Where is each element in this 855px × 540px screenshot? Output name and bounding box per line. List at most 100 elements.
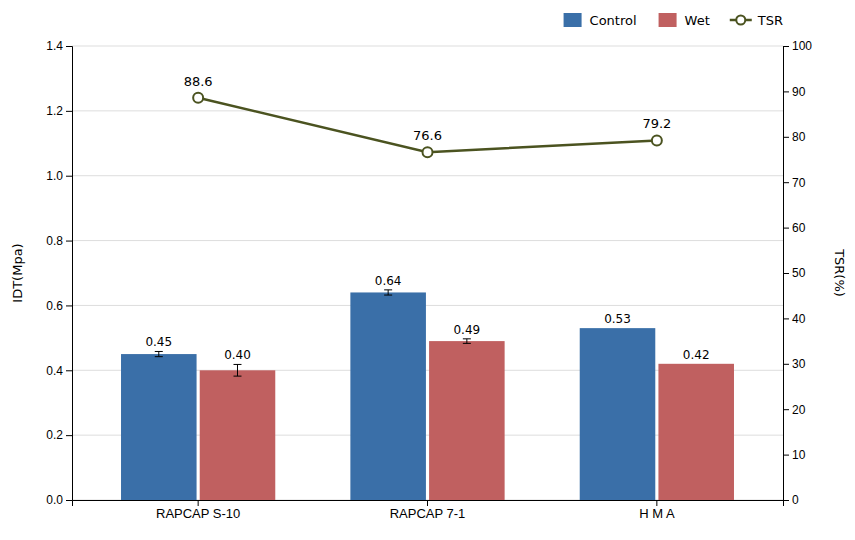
tick: RAPCAP 7-1 bbox=[390, 500, 466, 521]
tick-label: 1.2 bbox=[46, 104, 63, 118]
bar bbox=[121, 354, 197, 500]
tick-mark bbox=[427, 500, 428, 506]
error-bar bbox=[155, 351, 163, 356]
tick-mark bbox=[656, 500, 657, 506]
tick-label: H M A bbox=[639, 506, 675, 521]
tick-label: 1.0 bbox=[46, 169, 63, 183]
error-bar-cap bbox=[233, 376, 241, 377]
tick: 90 bbox=[783, 85, 806, 99]
legend-item: Wet bbox=[659, 13, 710, 28]
grid-line bbox=[72, 305, 783, 306]
error-bar bbox=[463, 339, 471, 344]
legend-item: TSR bbox=[730, 13, 783, 28]
tick: 1.0 bbox=[46, 169, 72, 183]
y2-axis: 0 10 20 30 40 50 60 70 80 90 100 bbox=[783, 39, 812, 507]
tick-label: 20 bbox=[792, 403, 806, 417]
tick: 40 bbox=[783, 312, 806, 326]
error-bar-cap bbox=[463, 343, 471, 344]
axis-line bbox=[66, 47, 73, 501]
error-bar-cap bbox=[384, 289, 392, 290]
grid-line bbox=[72, 46, 783, 47]
tick-label: 60 bbox=[792, 221, 806, 235]
error-bar-stem bbox=[388, 290, 389, 295]
error-bar bbox=[233, 364, 241, 376]
tick: 1.2 bbox=[46, 104, 72, 118]
bar bbox=[350, 292, 426, 500]
tick-mark bbox=[66, 305, 72, 306]
tick-mark bbox=[783, 228, 789, 229]
error-bar-cap bbox=[155, 351, 163, 352]
tick: 70 bbox=[783, 176, 806, 190]
tick-mark bbox=[198, 500, 199, 506]
error-bar-stem bbox=[466, 339, 467, 344]
data-label: 88.6 bbox=[184, 74, 213, 89]
tick-mark bbox=[66, 370, 72, 371]
axis-line bbox=[784, 47, 790, 501]
tick-mark bbox=[66, 111, 72, 112]
line bbox=[198, 98, 657, 152]
tick-label: 0.2 bbox=[46, 428, 63, 442]
tick: RAPCAP S-10 bbox=[156, 500, 240, 521]
legend-swatch bbox=[736, 16, 745, 25]
marks bbox=[121, 93, 734, 500]
data-label: 0.53 bbox=[604, 312, 631, 326]
tick-mark bbox=[66, 176, 72, 177]
axis-title: TSR(%) bbox=[832, 248, 847, 297]
error-bar-cap bbox=[463, 338, 471, 339]
tick: 0.6 bbox=[46, 299, 72, 313]
tick-label: 80 bbox=[792, 130, 806, 144]
tick-mark bbox=[783, 318, 789, 319]
tick: H M A bbox=[639, 500, 675, 521]
chart: 0.450.640.530.400.490.4288.676.679.20.00… bbox=[0, 0, 855, 540]
tick-label: 30 bbox=[792, 357, 806, 371]
tick-mark bbox=[66, 46, 72, 47]
tick-label: 70 bbox=[792, 176, 806, 190]
tick: 0.8 bbox=[46, 234, 72, 248]
tick-label: 1.4 bbox=[46, 39, 63, 53]
data-labels: 0.450.640.530.400.490.4288.676.679.2 bbox=[145, 74, 709, 363]
data-label: 76.6 bbox=[413, 128, 442, 143]
error-bar bbox=[384, 290, 392, 295]
legend-swatch bbox=[564, 13, 582, 27]
tick: 60 bbox=[783, 221, 806, 235]
axis-line bbox=[73, 501, 784, 507]
bar bbox=[658, 364, 734, 500]
tick-label: RAPCAP 7-1 bbox=[390, 506, 466, 521]
tick-label: 90 bbox=[792, 85, 806, 99]
error-bar-cap bbox=[155, 356, 163, 357]
tick: 10 bbox=[783, 448, 806, 462]
tick-mark bbox=[783, 91, 789, 92]
tick: 30 bbox=[783, 357, 806, 371]
point bbox=[193, 93, 203, 103]
grid-line bbox=[72, 240, 783, 241]
tick-mark bbox=[66, 241, 72, 242]
tick: 50 bbox=[783, 266, 806, 280]
error-bar-stem bbox=[237, 364, 238, 376]
y-axis: 0.0 0.2 0.4 0.6 0.8 1.0 1.2 1.4 bbox=[46, 39, 72, 507]
grid bbox=[72, 46, 783, 500]
tick-label: 0.0 bbox=[46, 493, 63, 507]
data-label: 0.64 bbox=[375, 274, 402, 288]
tick-mark bbox=[783, 364, 789, 365]
point bbox=[423, 147, 433, 157]
bar bbox=[429, 341, 505, 500]
tick: 0.2 bbox=[46, 428, 72, 442]
tick: 80 bbox=[783, 130, 806, 144]
legend-label: Control bbox=[590, 13, 637, 28]
legend-label: TSR bbox=[757, 13, 783, 28]
tick-mark bbox=[66, 500, 72, 501]
legend-label: Wet bbox=[685, 13, 710, 28]
tick-label: 0.4 bbox=[46, 364, 63, 378]
grid-line bbox=[72, 110, 783, 111]
tick-label: 0 bbox=[792, 493, 799, 507]
legend-swatch bbox=[659, 13, 677, 27]
bar bbox=[580, 328, 656, 500]
tick-label: 0.6 bbox=[46, 299, 63, 313]
error-bar-cap bbox=[233, 364, 241, 365]
tick-mark bbox=[783, 46, 789, 47]
tick-label: 40 bbox=[792, 312, 806, 326]
tick-label: 100 bbox=[792, 39, 812, 53]
tick-mark bbox=[783, 273, 789, 274]
tick: 1.4 bbox=[46, 39, 72, 53]
bar bbox=[200, 370, 276, 500]
